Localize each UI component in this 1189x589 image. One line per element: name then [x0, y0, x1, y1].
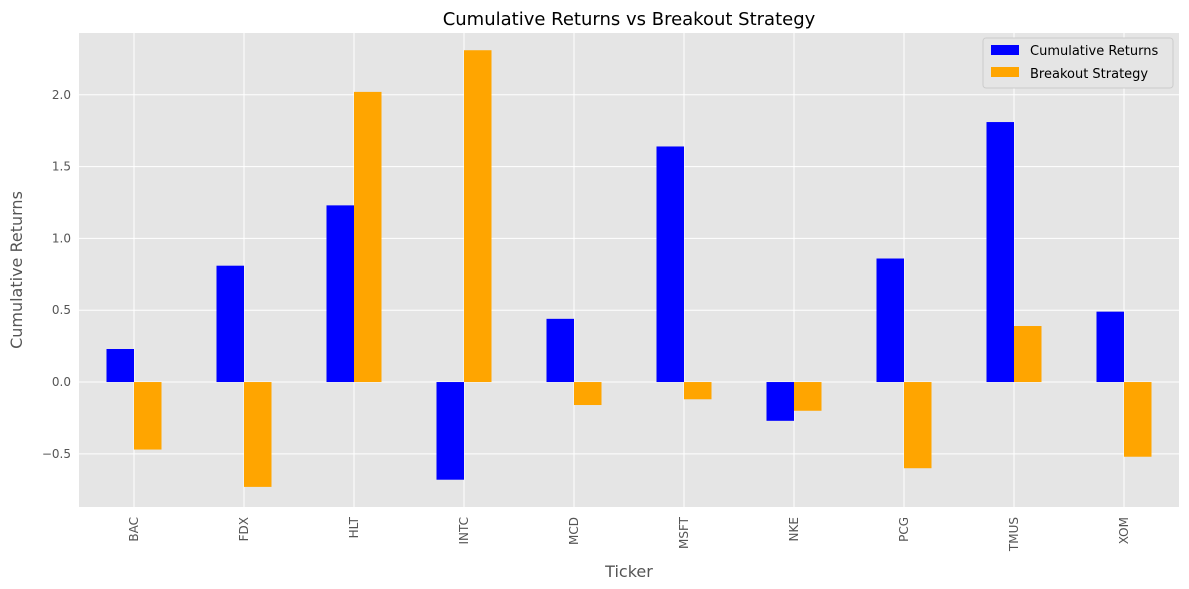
x-tick-label: HLT — [347, 516, 361, 538]
bar-hlt-breakout-strategy — [354, 91, 382, 383]
bar-pcg-cumulative-returns — [876, 258, 904, 383]
y-tick-labels: −0.5 0.0 0.5 1.0 1.5 2.0 — [42, 88, 71, 461]
bar-intc-breakout-strategy — [464, 50, 492, 383]
x-tick-label: XOM — [1117, 517, 1131, 544]
y-tick-label: 1.0 — [52, 231, 71, 245]
bars — [106, 50, 1152, 487]
bar-pcg-breakout-strategy — [904, 382, 932, 469]
bar-mcd-cumulative-returns — [546, 318, 574, 383]
y-tick-label: 0.5 — [52, 303, 71, 317]
chart-title: Cumulative Returns vs Breakout Strategy — [443, 9, 816, 30]
bar-nke-cumulative-returns — [766, 382, 794, 421]
bar-msft-cumulative-returns — [656, 146, 684, 383]
bar-intc-cumulative-returns — [436, 382, 464, 480]
legend-box — [982, 37, 1174, 89]
bar-tmus-cumulative-returns — [986, 122, 1014, 383]
y-tick-label: 2.0 — [52, 88, 71, 102]
y-tick-label: 0.0 — [52, 375, 71, 389]
x-tick-label: INTC — [457, 517, 471, 545]
legend-swatch-cumulative-returns — [991, 45, 1019, 55]
x-tick-label: BAC — [127, 517, 141, 542]
bar-nke-breakout-strategy — [794, 382, 822, 411]
bar-hlt-cumulative-returns — [326, 205, 354, 383]
legend: Cumulative Returns Breakout Strategy — [982, 37, 1174, 89]
legend-swatch-breakout-strategy — [991, 67, 1019, 77]
bar-xom-breakout-strategy — [1124, 382, 1152, 457]
bar-msft-breakout-strategy — [684, 382, 712, 400]
legend-label-cumulative-returns: Cumulative Returns — [1030, 44, 1158, 59]
bar-fdx-breakout-strategy — [244, 382, 272, 487]
y-tick-label: 1.5 — [52, 160, 71, 174]
bar-fdx-cumulative-returns — [216, 265, 244, 383]
x-tick-label: PCG — [897, 517, 911, 542]
x-tick-label: FDX — [237, 517, 251, 541]
bar-mcd-breakout-strategy — [574, 382, 602, 406]
x-tick-label: MSFT — [677, 516, 691, 549]
x-tick-label: NKE — [787, 517, 801, 541]
y-tick-label: −0.5 — [42, 447, 71, 461]
x-tick-label: MCD — [567, 517, 581, 545]
legend-label-breakout-strategy: Breakout Strategy — [1030, 67, 1148, 82]
x-tick-labels: BAC FDX HLT INTC MCD MSFT NKE PCG TMUS XOM — [127, 516, 1131, 552]
bar-bac-cumulative-returns — [106, 349, 134, 383]
x-tick-label: TMUS — [1007, 517, 1021, 552]
bar-tmus-breakout-strategy — [1014, 326, 1042, 383]
bar-bac-breakout-strategy — [134, 382, 162, 450]
x-axis-label: Ticker — [604, 562, 653, 581]
bar-xom-cumulative-returns — [1096, 311, 1124, 383]
y-axis-label: Cumulative Returns — [7, 191, 26, 349]
